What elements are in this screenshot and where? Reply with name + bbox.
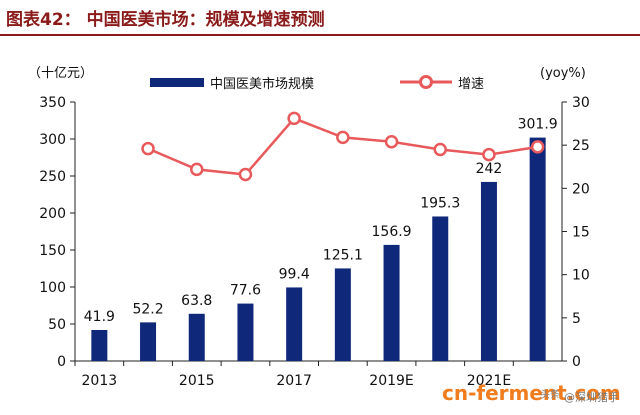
right-axis-tick-label: 25 bbox=[572, 138, 590, 154]
growth-point-2017 bbox=[287, 111, 301, 126]
bar-2016 bbox=[237, 303, 254, 361]
legend-bar-swatch bbox=[150, 78, 204, 87]
x-axis-tick-label: 2017 bbox=[276, 373, 312, 389]
bar-value-label: 77.6 bbox=[230, 283, 261, 299]
bar-2019E bbox=[383, 244, 400, 361]
left-axis-tick-label: 0 bbox=[57, 354, 66, 370]
watermark-caption: @深圳猎手 bbox=[564, 391, 619, 404]
left-axis-label: （十亿元） bbox=[28, 66, 93, 81]
title-bar: 图表42： 中国医美市场：规模及增速预测 bbox=[0, 0, 640, 36]
bar-value-label: 301.9 bbox=[518, 117, 558, 133]
bar-2013 bbox=[91, 329, 108, 361]
bar-value-label: 242 bbox=[476, 161, 503, 177]
watermark-site: cn-ferment.com bbox=[442, 381, 621, 405]
bar-2014 bbox=[140, 322, 157, 361]
growth-point-2021E bbox=[482, 147, 496, 162]
left-axis-tick-label: 150 bbox=[39, 243, 66, 259]
legend: 中国医美市场规模 增速 bbox=[150, 75, 484, 92]
left-axis-tick-label: 100 bbox=[39, 280, 66, 296]
right-axis-label: (yoy%) bbox=[540, 66, 586, 81]
x-axis-tick-label: 2015 bbox=[179, 373, 215, 389]
bar-2017 bbox=[286, 287, 303, 361]
growth-point-2014 bbox=[141, 141, 155, 156]
bar-2022E bbox=[529, 137, 546, 361]
growth-point-2020E bbox=[433, 142, 447, 157]
left-axis-tick-label: 50 bbox=[48, 317, 66, 333]
left-axis-tick-label: 200 bbox=[39, 206, 66, 222]
x-axis-tick-label: 2013 bbox=[82, 373, 118, 389]
x-axis-tick-label: 2021E bbox=[467, 373, 511, 389]
right-axis-tick-label: 15 bbox=[572, 225, 590, 241]
legend-line-label: 增速 bbox=[458, 77, 484, 92]
left-axis-tick-label: 350 bbox=[39, 95, 66, 111]
page-title: 图表42： 中国医美市场：规模及增速预测 bbox=[6, 10, 325, 30]
right-axis-tick-label: 5 bbox=[572, 311, 581, 327]
bar-value-label: 195.3 bbox=[420, 195, 460, 211]
bar-2015 bbox=[188, 313, 205, 361]
bar-value-label: 41.9 bbox=[84, 309, 115, 325]
bar-value-label: 63.8 bbox=[181, 293, 212, 309]
bar-value-label: 125.1 bbox=[323, 247, 363, 263]
left-axis-group: （十亿元） bbox=[28, 66, 93, 81]
legend-bar-label: 中国医美市场规模 bbox=[210, 76, 314, 92]
growth-point-2018 bbox=[336, 130, 350, 145]
growth-point-2015 bbox=[190, 162, 204, 177]
plot-area: 0 50 100 150 200 250 300 350 0 5 10 15 20 25 30 2013 201… bbox=[39, 95, 590, 389]
legend-line-marker bbox=[419, 75, 433, 89]
bar-2020E bbox=[432, 216, 449, 361]
bar-2018 bbox=[334, 268, 351, 361]
growth-point-2019E bbox=[384, 134, 399, 149]
right-axis-tick-label: 0 bbox=[572, 354, 581, 370]
bar-value-label: 99.4 bbox=[279, 266, 310, 282]
bar-value-label: 156.9 bbox=[372, 224, 412, 240]
x-axis-tick-label: 2019E bbox=[369, 373, 413, 389]
growth-point-2016 bbox=[238, 167, 253, 182]
right-axis-tick-label: 30 bbox=[572, 95, 590, 111]
left-axis-tick-label: 300 bbox=[39, 132, 66, 148]
right-axis-tick-label: 20 bbox=[572, 181, 590, 197]
bar-2021E bbox=[480, 181, 497, 361]
right-axis-group: (yoy%) bbox=[540, 66, 586, 81]
watermark-logo: 头条 bbox=[540, 390, 560, 401]
right-axis-tick-label: 10 bbox=[572, 268, 590, 284]
bar-value-label: 52.2 bbox=[132, 301, 163, 317]
left-axis-tick-label: 250 bbox=[39, 169, 66, 185]
growth-point-2022E bbox=[530, 140, 545, 154]
chart: （十亿元） (yoy%) 中国医美市场规模 增速 050100150200250… bbox=[28, 66, 590, 389]
